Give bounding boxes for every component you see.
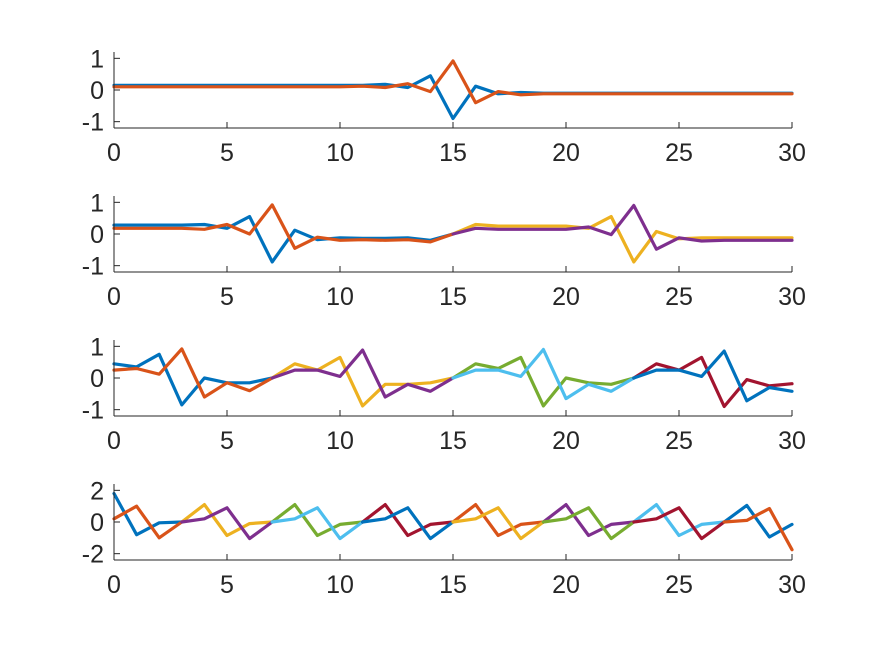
- subplot-4-series-6-line: [270, 506, 365, 541]
- y-tick-label: 1: [90, 333, 104, 361]
- x-tick-label: 5: [220, 139, 234, 167]
- subplot-1-series-1-line: [112, 74, 794, 121]
- subplot-4-series-11-line: [541, 503, 636, 538]
- y-tick-label: 0: [90, 509, 104, 537]
- y-tick-label: 0: [90, 365, 104, 393]
- subplot-3-series-6-line: [451, 347, 636, 401]
- subplot-3-series-3-line: [270, 355, 455, 408]
- x-tick-label: 25: [665, 427, 693, 455]
- y-tick-label: -1: [82, 253, 104, 281]
- x-tick-label: 0: [107, 427, 121, 455]
- subplot-3-series-7-line: [632, 355, 794, 409]
- subplot-4-series-16-line: [722, 506, 794, 552]
- x-tick-label: 20: [552, 139, 580, 167]
- y-tick-label: -2: [82, 541, 104, 569]
- y-tick-label: 1: [90, 45, 104, 73]
- y-tick-label: 2: [90, 477, 104, 505]
- x-tick-label: 15: [439, 427, 467, 455]
- x-tick-label: 20: [552, 283, 580, 311]
- subplot-3-series-8-line: [632, 349, 794, 403]
- x-tick-label: 30: [778, 283, 806, 311]
- subplot-4-series-7-line: [361, 503, 455, 538]
- x-tick-label: 0: [107, 283, 121, 311]
- subplot-2-series-4-line: [451, 203, 794, 251]
- x-tick-label: 15: [439, 571, 467, 599]
- x-tick-label: 30: [778, 427, 806, 455]
- x-tick-label: 15: [439, 283, 467, 311]
- x-tick-label: 5: [220, 571, 234, 599]
- subplot-4-series-14-line: [632, 506, 726, 541]
- x-tick-label: 10: [326, 139, 354, 167]
- x-tick-label: 0: [107, 571, 121, 599]
- subplot-3-series-2-line: [112, 347, 274, 399]
- y-tick-label: 0: [90, 77, 104, 105]
- subplot-2-series-1-line: [112, 215, 455, 264]
- x-tick-label: 25: [665, 571, 693, 599]
- subplot-3-series-1-line: [112, 352, 274, 407]
- subplot-4-series-12-line: [541, 506, 636, 541]
- x-tick-label: 15: [439, 139, 467, 167]
- x-tick-label: 30: [778, 139, 806, 167]
- subplot-2-series-2-line: [112, 203, 455, 250]
- x-tick-label: 10: [326, 427, 354, 455]
- subplot-4-series-3-line: [180, 503, 274, 538]
- x-tick-label: 0: [107, 139, 121, 167]
- subplot-1-series-2-line: [112, 59, 794, 105]
- x-tick-label: 10: [326, 571, 354, 599]
- x-tick-label: 20: [552, 571, 580, 599]
- subplot-4-series-2-line: [112, 504, 184, 540]
- subplot-3-series-5-line: [451, 355, 636, 408]
- subplot-4-series-10-line: [451, 506, 546, 541]
- x-tick-label: 25: [665, 283, 693, 311]
- x-tick-label: 5: [220, 427, 234, 455]
- subplot-3-series-4-line: [270, 348, 455, 399]
- subplot-4-series-9-line: [451, 503, 546, 538]
- x-tick-label: 20: [552, 427, 580, 455]
- subplot-4-series-13-line: [632, 503, 726, 538]
- y-tick-label: 0: [90, 221, 104, 249]
- y-tick-label: -1: [82, 397, 104, 425]
- x-tick-label: 30: [778, 571, 806, 599]
- x-tick-label: 25: [665, 139, 693, 167]
- y-tick-label: -1: [82, 109, 104, 137]
- subplot-4-series-8-line: [361, 506, 455, 541]
- x-tick-label: 10: [326, 283, 354, 311]
- subplot-2-series-3-line: [451, 215, 794, 264]
- subplot-4-series-4-line: [180, 506, 274, 541]
- x-tick-label: 5: [220, 283, 234, 311]
- y-tick-label: 1: [90, 189, 104, 217]
- subplot-4-series-5-line: [270, 503, 365, 538]
